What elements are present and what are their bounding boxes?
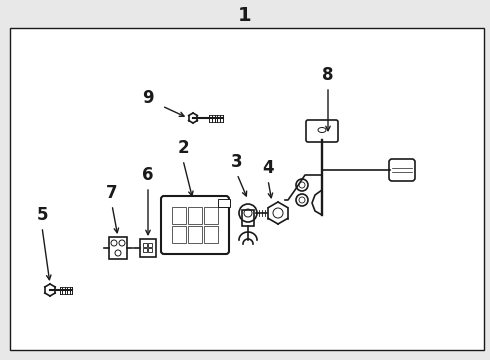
FancyBboxPatch shape	[389, 159, 415, 181]
Bar	[148, 248, 152, 252]
FancyBboxPatch shape	[306, 120, 338, 142]
Bar	[188, 207, 202, 224]
Text: 2: 2	[177, 139, 189, 157]
Bar	[188, 226, 202, 243]
Bar	[204, 207, 218, 224]
Text: 6: 6	[142, 166, 154, 184]
Text: 9: 9	[142, 89, 154, 107]
Bar	[109, 237, 127, 259]
FancyBboxPatch shape	[161, 196, 229, 254]
Bar	[140, 239, 156, 257]
Bar	[172, 226, 186, 243]
Text: 3: 3	[231, 153, 243, 171]
Text: 1: 1	[238, 5, 252, 24]
Bar	[172, 207, 186, 224]
Bar	[204, 226, 218, 243]
Bar	[143, 248, 147, 252]
Text: 5: 5	[36, 206, 48, 224]
Text: 4: 4	[262, 159, 274, 177]
Text: 7: 7	[106, 184, 118, 202]
Bar	[10, 28, 484, 350]
Bar	[242, 210, 254, 226]
Bar	[218, 199, 230, 207]
Bar	[148, 243, 152, 247]
Text: 8: 8	[322, 66, 334, 84]
Bar	[143, 243, 147, 247]
